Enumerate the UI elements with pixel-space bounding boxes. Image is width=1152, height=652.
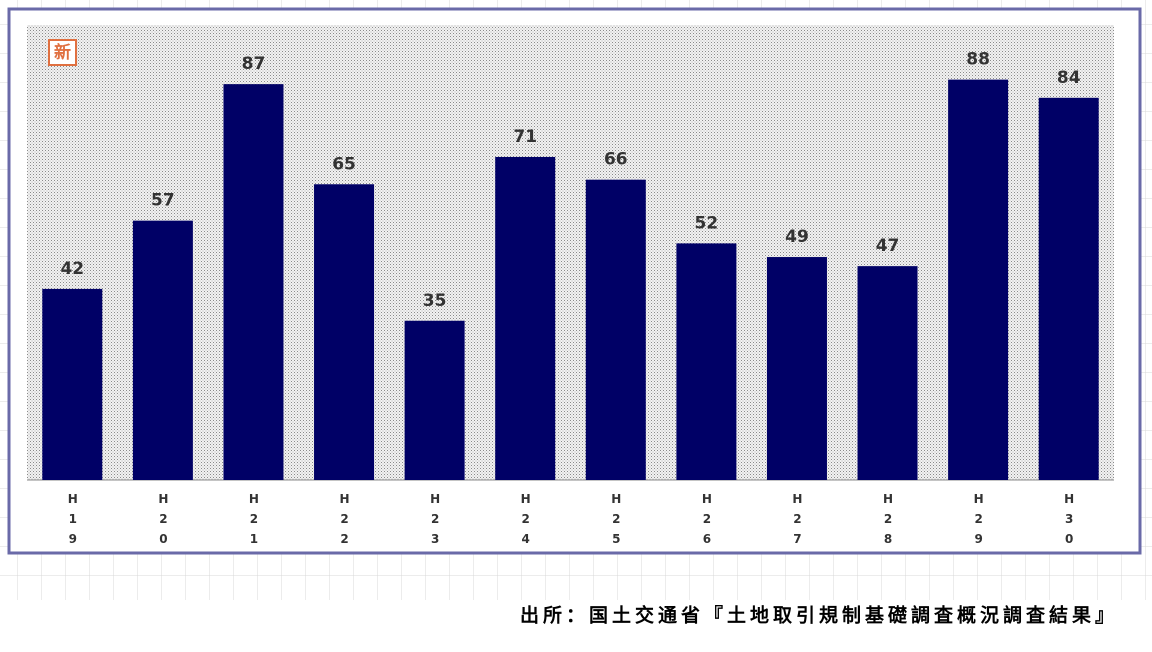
badge: 新 [54, 42, 71, 63]
x-tick-label: H22 [338, 492, 352, 552]
bar [223, 84, 284, 481]
value-label: 65 [332, 154, 356, 174]
bar [766, 257, 827, 480]
x-tick-label: H27 [790, 492, 804, 552]
value-label: 47 [876, 236, 900, 256]
bar [314, 184, 375, 480]
value-label: 42 [60, 259, 84, 279]
x-tick-label: H29 [972, 492, 986, 552]
bar [585, 179, 646, 480]
x-tick-label: H19 [66, 492, 80, 552]
x-tick-label: H28 [881, 492, 895, 552]
value-label: 71 [513, 127, 537, 147]
source-note: 出所：国土交通省『土地取引規制基礎調査概況調査結果』 [520, 604, 1118, 627]
value-label: 35 [423, 291, 447, 311]
x-tick-label: H25 [609, 492, 623, 552]
bar [1038, 97, 1099, 481]
badge-box [48, 39, 77, 66]
value-label: 87 [242, 54, 266, 74]
bar [42, 288, 103, 480]
value-label: 49 [785, 227, 809, 247]
bar [948, 79, 1009, 480]
x-tick-label: H24 [519, 492, 533, 552]
x-tick-label: H26 [700, 492, 714, 552]
value-label: 66 [604, 150, 628, 170]
value-label: 57 [151, 191, 175, 211]
bar [857, 266, 918, 480]
value-label: 88 [966, 50, 990, 70]
value-label: 52 [695, 213, 719, 233]
x-tick-label: H30 [1062, 492, 1076, 552]
bar [404, 320, 465, 480]
bar [132, 220, 193, 480]
bar [676, 243, 737, 480]
plot-area [27, 25, 1114, 480]
x-tick-label: H20 [156, 492, 170, 552]
x-tick-label: H21 [247, 492, 261, 552]
bar [495, 156, 556, 480]
x-tick-label: H23 [428, 492, 442, 552]
value-label: 84 [1057, 68, 1081, 88]
